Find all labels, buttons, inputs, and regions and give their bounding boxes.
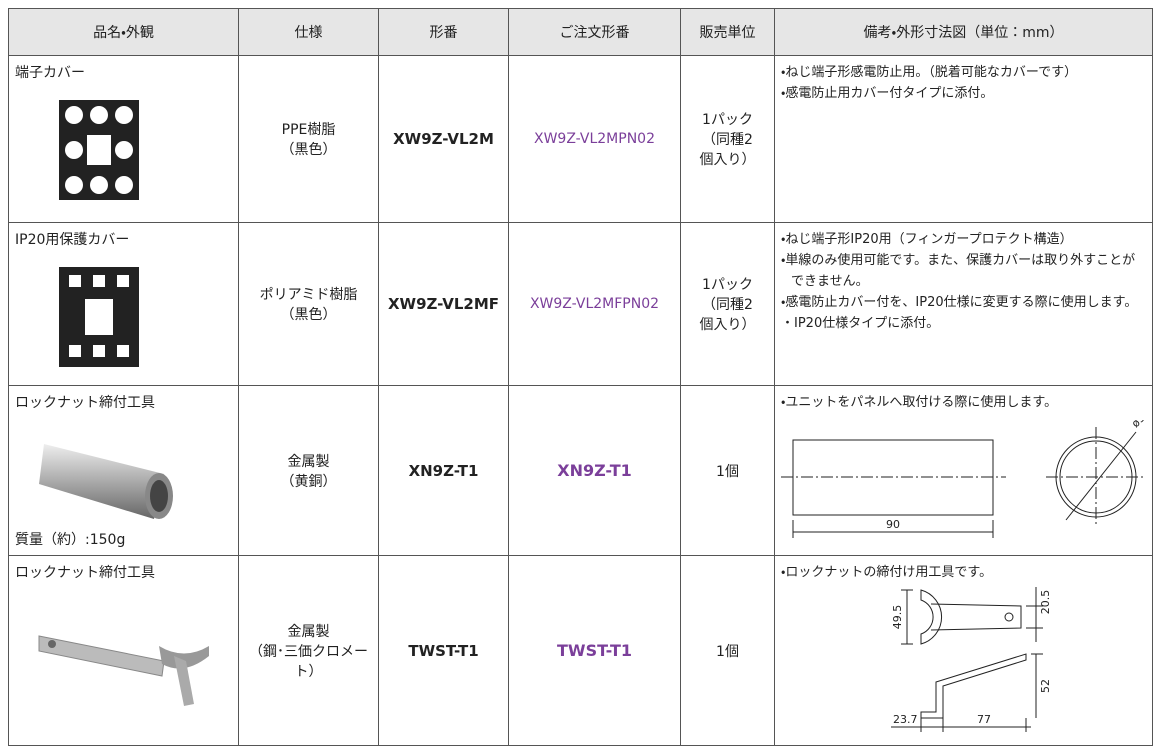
note: ・感電防止用カバー付タイプに添付。 — [781, 86, 994, 101]
item-name: 端子カバー — [15, 65, 85, 81]
order-cell: XW9Z-VL2MFPN02 — [508, 222, 681, 386]
spec-line: 金属製 — [287, 453, 330, 470]
name-cell: ロックナット締付工具 質量（約）:150g — [8, 385, 239, 556]
unit-line: 1個 — [716, 643, 739, 660]
dimension-drawing: 49.5 20.5 52 23.7 77 — [891, 587, 1052, 732]
row: ロックナット締付工具 質量（約）:150g 金属製 （黄銅） XN9Z-T1 XN… — [8, 385, 1153, 556]
spec-cell: PPE樹脂 （黒色） — [238, 55, 379, 223]
header-cell: 仕様 — [238, 8, 379, 56]
spec-line: PPE樹脂 — [281, 122, 336, 138]
notes-cell: ・ねじ端子形IP20用（フィンガープロテクト構造） ・単線のみ使用可能です。また、… — [774, 222, 1153, 386]
header-cell: 形番 — [378, 8, 509, 56]
weight: 質量（約）:150g — [15, 532, 126, 548]
spec-cell: 金属製 （鋼･三価クロメート） — [238, 555, 379, 746]
unit-line: 個入り） — [699, 317, 756, 333]
header-cell: 品名・外観 — [8, 8, 239, 56]
unit-line: （同種2 — [702, 132, 753, 148]
unit-cell: 1パック （同種2 個入り） — [680, 222, 775, 386]
spec-line: （鋼･三価クロメート） — [249, 643, 368, 680]
unit-line: 1個 — [716, 463, 739, 480]
header-row: 品名・外観 仕様 形番 ご注文形番 販売単位 備考・外形寸法図（単位：mm） — [8, 8, 1153, 56]
product-image — [38, 635, 209, 706]
unit-line: 個入り） — [699, 152, 756, 168]
row: IP20用保護カバー ポリアミド樹脂 （黒色） XW9Z-VL2MF XW9Z-V… — [8, 222, 1153, 386]
notes-cell: ・ねじ端子形感電防止用。（脱着可能なカバーです） ・感電防止用カバー付タイプに添付… — [774, 55, 1153, 223]
item-name: IP20用保護カバー — [15, 232, 130, 248]
model-cell: XW9Z-VL2MF — [378, 222, 509, 386]
dimension-label: 52 — [1039, 679, 1052, 693]
dimension-label: 77 — [977, 713, 991, 726]
unit-line: 1パック — [702, 112, 753, 128]
product-image — [59, 100, 139, 200]
spec-cell: 金属製 （黄銅） — [238, 385, 379, 556]
notes-cell: ・ユニットをパネルへ取付ける際に使用します。 90 ø38 — [774, 385, 1153, 556]
dimension-drawing: 90 ø38 — [781, 420, 1151, 538]
header-cell: ご注文形番 — [508, 8, 681, 56]
order-cell: XW9Z-VL2MPN02 — [508, 55, 681, 223]
name-cell: IP20用保護カバー — [8, 222, 239, 386]
note: ・ねじ端子形感電防止用。（脱着可能なカバーです） — [781, 65, 1078, 80]
product-image — [59, 267, 139, 367]
note: ・単線のみ使用可能です。また、保護カバーは取り外すことができません。 — [781, 253, 1136, 289]
spec-line: （黄銅） — [280, 473, 337, 490]
dimension-label: 20.5 — [1039, 590, 1052, 615]
name-cell: ロックナット締付工具 — [8, 555, 239, 746]
spec-cell: ポリアミド樹脂 （黒色） — [238, 222, 379, 386]
row: 端子カバー PPE樹脂 （黒色） XW9Z-VL2M XW9Z-VL2MPN02 … — [8, 55, 1153, 223]
model-cell: XN9Z-T1 — [378, 385, 509, 556]
header-cell: 販売単位 — [680, 8, 775, 56]
note: ・IP20仕様タイプに添付。 — [781, 316, 940, 331]
spec-line: （黒色） — [280, 142, 337, 158]
note: ・ユニットをパネルへ取付ける際に使用します。 — [781, 395, 1058, 410]
spec-line: ポリアミド樹脂 — [259, 287, 358, 303]
item-name: ロックナット締付工具 — [15, 565, 155, 581]
dimension-label: 90 — [886, 518, 900, 531]
model-cell: TWST-T1 — [378, 555, 509, 746]
unit-cell: 1個 — [680, 385, 775, 556]
model-cell: XW9Z-VL2M — [378, 55, 509, 223]
item-name: ロックナット締付工具 — [15, 395, 155, 411]
name-cell: 端子カバー — [8, 55, 239, 223]
dimension-label: 23.7 — [893, 713, 918, 726]
spec-line: （黒色） — [280, 307, 337, 323]
accessory-table: 品名・外観 仕様 形番 ご注文形番 販売単位 備考・外形寸法図（単位：mm） 端… — [8, 8, 1153, 746]
header-cell: 備考・外形寸法図（単位：mm） — [774, 8, 1153, 56]
unit-cell: 1個 — [680, 555, 775, 746]
note: ・感電防止カバー付を、IP20仕様に変更する際に使用します。 — [781, 295, 1138, 310]
dimension-label: 49.5 — [891, 605, 904, 630]
order-cell: XN9Z-T1 — [508, 385, 681, 556]
notes-cell: ・ロックナットの締付け用工具です。 49.5 20.5 52 23.7 77 — [774, 555, 1153, 746]
unit-line: （同種2 — [702, 297, 753, 313]
product-image — [39, 444, 173, 519]
row: ロックナット締付工具 金属製 （鋼･三価クロメート） TWST-T1 TWST-T… — [8, 555, 1153, 746]
unit-line: 1パック — [702, 277, 753, 293]
note: ・ロックナットの締付け用工具です。 — [781, 565, 993, 580]
unit-cell: 1パック （同種2 個入り） — [680, 55, 775, 223]
dimension-label: ø38 — [1129, 420, 1151, 430]
spec-line: 金属製 — [287, 623, 330, 640]
order-cell: TWST-T1 — [508, 555, 681, 746]
note: ・ねじ端子形IP20用（フィンガープロテクト構造） — [781, 232, 1073, 247]
